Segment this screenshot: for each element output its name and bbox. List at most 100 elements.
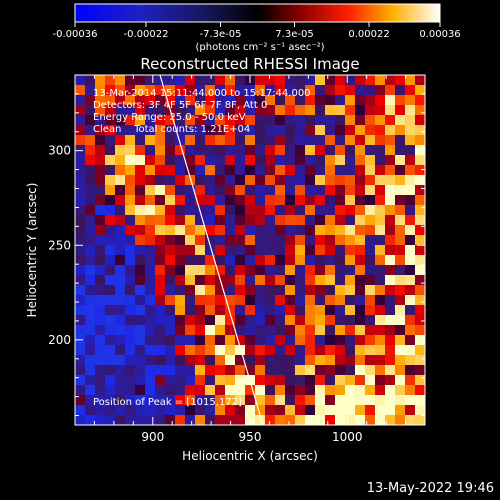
heatmap-cell <box>395 85 405 95</box>
heatmap-cell <box>95 195 105 205</box>
heatmap-cell <box>155 295 165 305</box>
heatmap-cell <box>275 85 285 95</box>
heatmap-cell <box>145 385 155 395</box>
heatmap-cell <box>75 115 85 125</box>
heatmap-cell <box>115 135 125 145</box>
heatmap-cell <box>415 235 425 245</box>
heatmap-cell <box>305 365 315 375</box>
heatmap-cell <box>95 315 105 325</box>
heatmap-cell <box>395 325 405 335</box>
heatmap-cell <box>75 245 85 255</box>
heatmap-cell <box>175 315 185 325</box>
heatmap-cell <box>405 185 415 195</box>
heatmap-cell <box>225 355 235 365</box>
heatmap-cell <box>175 115 185 125</box>
heatmap-cell <box>95 295 105 305</box>
heatmap-cell <box>325 115 335 125</box>
heatmap-cell <box>165 335 175 345</box>
heatmap-cell <box>405 75 415 85</box>
heatmap-cell <box>285 295 295 305</box>
heatmap-cell <box>385 255 395 265</box>
heatmap-cell <box>375 335 385 345</box>
heatmap-cell <box>115 375 125 385</box>
heatmap-cell <box>325 225 335 235</box>
heatmap-cell <box>245 115 255 125</box>
heatmap-cell <box>365 225 375 235</box>
heatmap-cell <box>275 405 285 415</box>
heatmap-cell <box>415 375 425 385</box>
heatmap-cell <box>165 245 175 255</box>
heatmap-cell <box>375 145 385 155</box>
heatmap-cell <box>205 385 215 395</box>
heatmap-cell <box>295 365 305 375</box>
heatmap-cell <box>75 195 85 205</box>
heatmap-cell <box>165 145 175 155</box>
heatmap-cell <box>285 285 295 295</box>
heatmap-cell <box>85 275 95 285</box>
heatmap-cell <box>355 85 365 95</box>
heatmap-cell <box>385 105 395 115</box>
heatmap-cell <box>305 295 315 305</box>
heatmap-cell <box>305 405 315 415</box>
heatmap-cell <box>125 365 135 375</box>
heatmap-cell <box>345 195 355 205</box>
heatmap-cell <box>355 165 365 175</box>
heatmap-cell <box>265 305 275 315</box>
heatmap-cell <box>405 295 415 305</box>
heatmap-cell <box>235 135 245 145</box>
heatmap-cell <box>145 285 155 295</box>
heatmap-cell <box>215 195 225 205</box>
heatmap-cell <box>375 225 385 235</box>
heatmap-cell <box>315 245 325 255</box>
heatmap-cell <box>215 365 225 375</box>
heatmap-cell <box>405 245 415 255</box>
heatmap-cell <box>125 165 135 175</box>
heatmap-cell <box>245 165 255 175</box>
heatmap-cell <box>215 75 225 85</box>
heatmap-cell <box>355 175 365 185</box>
heatmap-cell <box>345 285 355 295</box>
heatmap-cell <box>155 145 165 155</box>
heatmap-cell <box>105 365 115 375</box>
heatmap-cell <box>395 305 405 315</box>
heatmap-cell <box>105 245 115 255</box>
heatmap-cell <box>345 135 355 145</box>
heatmap-cell <box>245 155 255 165</box>
heatmap-cell <box>185 385 195 395</box>
heatmap-cell <box>265 195 275 205</box>
heatmap-cell <box>195 105 205 115</box>
heatmap-cell <box>75 75 85 85</box>
heatmap-cell <box>145 275 155 285</box>
heatmap-cell <box>155 315 165 325</box>
heatmap-cell <box>145 175 155 185</box>
heatmap-cell <box>175 295 185 305</box>
heatmap-cell <box>125 265 135 275</box>
heatmap-cell <box>315 275 325 285</box>
heatmap-cell <box>125 145 135 155</box>
heatmap-cell <box>255 195 265 205</box>
heatmap-cell <box>415 405 425 415</box>
heatmap-cell <box>325 375 335 385</box>
heatmap-cell <box>215 335 225 345</box>
heatmap-cell <box>225 165 235 175</box>
heatmap-cell <box>205 165 215 175</box>
heatmap-cell <box>85 215 95 225</box>
heatmap-cell <box>285 325 295 335</box>
heatmap-cell <box>155 395 165 405</box>
heatmap-cell <box>385 195 395 205</box>
heatmap-cell <box>335 125 345 135</box>
heatmap-cell <box>265 215 275 225</box>
heatmap-cell <box>85 225 95 235</box>
heatmap-cell <box>85 305 95 315</box>
heatmap-cell <box>415 315 425 325</box>
heatmap-cell <box>175 105 185 115</box>
heatmap-cell <box>205 135 215 145</box>
heatmap-cell <box>295 75 305 85</box>
heatmap-cell <box>155 75 165 85</box>
heatmap-cell <box>325 345 335 355</box>
heatmap-cell <box>145 345 155 355</box>
heatmap-cell <box>415 395 425 405</box>
heatmap-cell <box>255 405 265 415</box>
heatmap-cell <box>355 125 365 135</box>
heatmap-cell <box>185 345 195 355</box>
